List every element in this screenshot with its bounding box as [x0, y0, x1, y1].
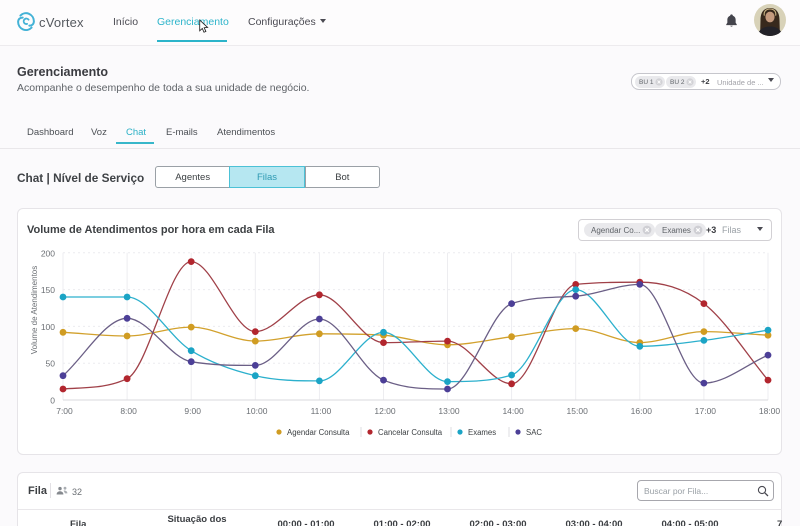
svg-text:17:00: 17:00	[695, 406, 717, 416]
svg-text:Agendar Consulta: Agendar Consulta	[287, 428, 350, 437]
svg-text:11:00: 11:00	[311, 406, 332, 416]
svg-text:Volume de Atendimentos: Volume de Atendimentos	[30, 266, 39, 355]
svg-text:8:00: 8:00	[120, 406, 137, 416]
svg-text:Exames: Exames	[468, 428, 496, 437]
svg-text:12:00: 12:00	[374, 406, 396, 416]
svg-text:7:00: 7:00	[56, 406, 73, 416]
svg-text:15:00: 15:00	[567, 406, 589, 416]
svg-text:16:00: 16:00	[631, 406, 653, 416]
svg-text:9:00: 9:00	[184, 406, 201, 416]
svg-text:200: 200	[41, 248, 55, 258]
svg-text:Cancelar Consulta: Cancelar Consulta	[378, 428, 443, 437]
svg-text:0: 0	[50, 396, 55, 406]
svg-text:14:00: 14:00	[502, 406, 524, 416]
svg-text:SAC: SAC	[526, 428, 542, 437]
svg-text:18:00: 18:00	[759, 406, 781, 416]
svg-text:10:00: 10:00	[246, 406, 268, 416]
svg-text:100: 100	[41, 322, 55, 332]
svg-text:13:00: 13:00	[438, 406, 460, 416]
svg-text:150: 150	[41, 285, 55, 295]
svg-text:50: 50	[46, 359, 56, 369]
